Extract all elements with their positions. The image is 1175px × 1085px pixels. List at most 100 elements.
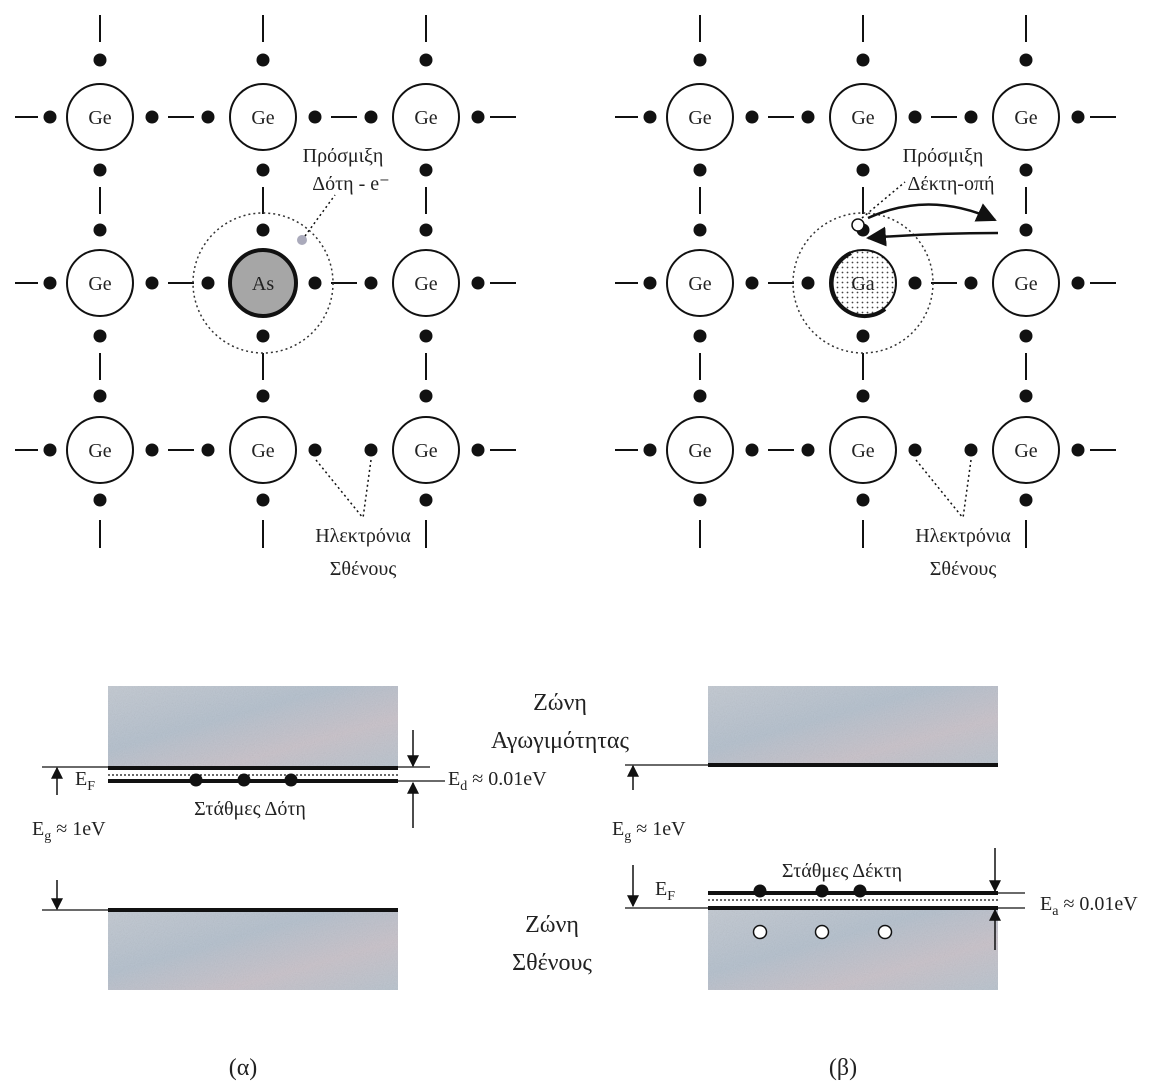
atom-label: Ge <box>88 273 111 295</box>
atom-label: Ge <box>1014 273 1037 295</box>
pointer <box>963 460 971 518</box>
subscript: F <box>87 779 95 794</box>
valence-electron <box>965 277 978 290</box>
valence-electron <box>94 330 107 343</box>
valence-electron <box>802 277 815 290</box>
valence-electron <box>746 111 759 124</box>
hole-arrow <box>868 204 995 220</box>
valence-electron <box>746 444 759 457</box>
valence-electron <box>1072 111 1085 124</box>
valence-electron <box>694 164 707 177</box>
valence-label: Σθένους <box>512 950 592 976</box>
impurity-label: Δέκτη-οπή <box>907 173 994 195</box>
acceptor-level <box>854 885 867 898</box>
valence-electron <box>94 494 107 507</box>
valence-electron <box>694 390 707 403</box>
atom-label: Ge <box>414 273 437 295</box>
valence-electron <box>857 390 870 403</box>
fermi-label: EF <box>655 878 675 904</box>
valence-electron <box>309 277 322 290</box>
valence-electron <box>857 494 870 507</box>
value: ≈ 1eV <box>56 818 106 840</box>
valence-electron <box>202 444 215 457</box>
valence-electron <box>694 330 707 343</box>
atom-label: As <box>252 273 274 295</box>
valence-electron <box>965 444 978 457</box>
atom-label: Ge <box>688 107 711 129</box>
valence-electron <box>802 444 815 457</box>
valence-electron <box>420 390 433 403</box>
acceptor-level <box>816 885 829 898</box>
valence-electron <box>694 54 707 67</box>
valence-band <box>708 908 998 990</box>
valence-electron <box>857 330 870 343</box>
atom-label: Ge <box>88 107 111 129</box>
caption: (β) <box>829 1055 857 1081</box>
valence-electron <box>644 111 657 124</box>
valence-electron <box>472 111 485 124</box>
value: ≈ 0.01eV <box>1063 893 1138 915</box>
level-gap-label: Ea≈ 0.01eV <box>1040 893 1138 919</box>
electrons-label: Σθένους <box>330 558 397 580</box>
subscript: g <box>44 829 51 844</box>
valence-electron <box>909 111 922 124</box>
hole <box>754 926 767 939</box>
subscript: d <box>460 779 467 794</box>
levels-label: Στάθμες Δέκτη <box>782 860 902 882</box>
valence-electron <box>365 277 378 290</box>
valence-electron <box>257 390 270 403</box>
valence-electron <box>420 164 433 177</box>
valence-electron <box>694 494 707 507</box>
valence-label: Ζώνη <box>525 912 579 938</box>
valence-electron <box>420 330 433 343</box>
atom-label: Ge <box>1014 440 1037 462</box>
valence-electron <box>909 277 922 290</box>
donor-electron <box>297 235 307 245</box>
symbol: E <box>1040 893 1052 915</box>
valence-electron <box>146 111 159 124</box>
valence-electron <box>94 224 107 237</box>
valence-electron <box>420 54 433 67</box>
atom-label: Ge <box>688 440 711 462</box>
valence-electron <box>202 111 215 124</box>
atom-label: Ga <box>851 273 874 295</box>
conduction-band <box>108 686 398 766</box>
symbol: E <box>32 818 44 840</box>
valence-electron <box>94 54 107 67</box>
impurity-label: Πρόσμιξη <box>303 145 384 167</box>
electrons-label: Ηλεκτρόνια <box>315 525 411 547</box>
valence-electron <box>802 111 815 124</box>
symbol: E <box>448 768 460 790</box>
valence-electron <box>257 54 270 67</box>
subscript: F <box>667 889 675 904</box>
valence-band <box>108 908 398 990</box>
donor-level <box>285 774 298 787</box>
valence-electron <box>257 164 270 177</box>
atom-label: Ge <box>88 440 111 462</box>
valence-electron <box>472 444 485 457</box>
valence-electron <box>746 277 759 290</box>
caption: (α) <box>229 1055 258 1081</box>
valence-electron <box>857 164 870 177</box>
atom-label: Ge <box>414 107 437 129</box>
acceptor-level <box>754 885 767 898</box>
donor-level <box>190 774 203 787</box>
valence-electron <box>909 444 922 457</box>
valence-electron <box>94 164 107 177</box>
valence-electron <box>694 224 707 237</box>
valence-electron <box>44 277 57 290</box>
valence-electron <box>965 111 978 124</box>
symbol: E <box>612 818 624 840</box>
valence-electron <box>1020 330 1033 343</box>
electrons-label: Ηλεκτρόνια <box>915 525 1011 547</box>
valence-electron <box>420 224 433 237</box>
hole <box>852 219 864 231</box>
valence-electron <box>44 444 57 457</box>
atom-label: Ge <box>251 107 274 129</box>
atom-label: Ge <box>851 107 874 129</box>
valence-electron <box>644 277 657 290</box>
atom-label: Ge <box>688 273 711 295</box>
pointer <box>916 460 963 518</box>
atom-label: Ge <box>1014 107 1037 129</box>
valence-electron <box>1020 54 1033 67</box>
